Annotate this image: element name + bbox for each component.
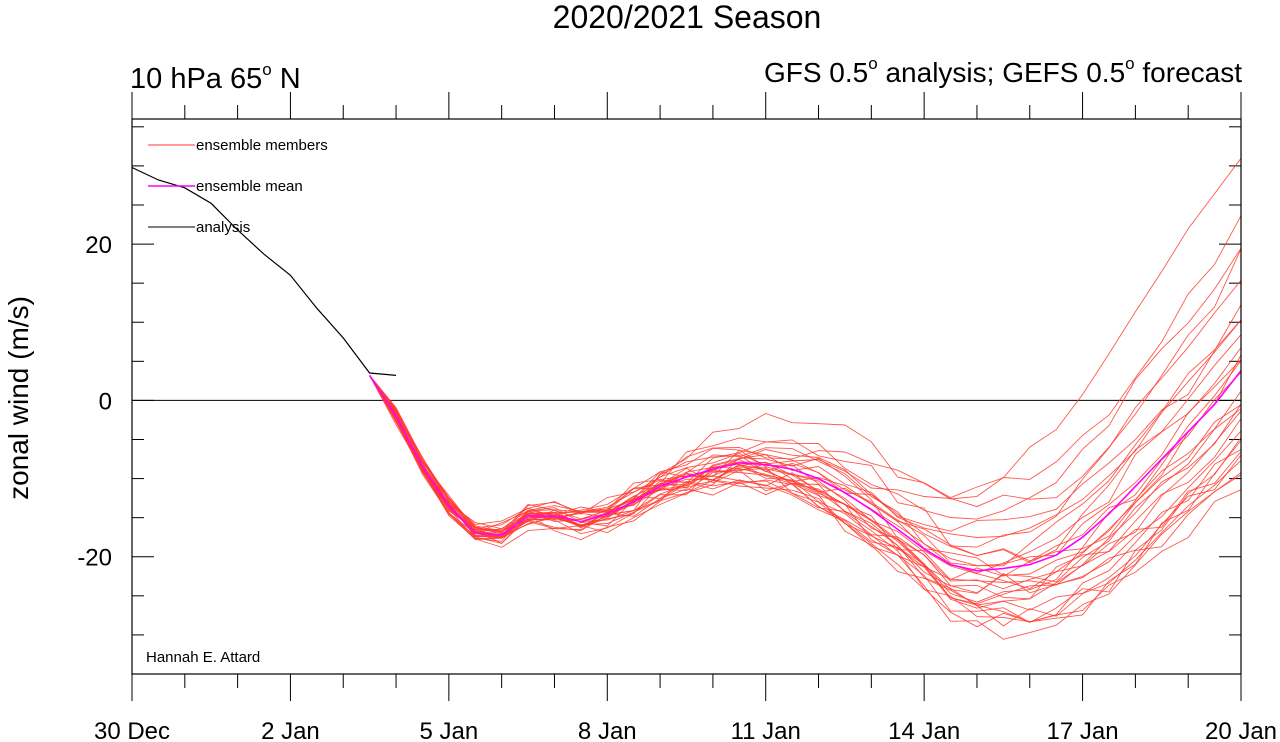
- subtitle-left-degree: o: [262, 60, 271, 79]
- subtitle-right-part-4: forecast: [1135, 57, 1243, 88]
- subtitle-right-part-3: o: [1125, 54, 1134, 73]
- x-tick-label: 2 Jan: [261, 718, 320, 742]
- x-tick-label: 11 Jan: [731, 718, 801, 742]
- ensemble-member-line: [369, 375, 1242, 606]
- ensemble-member-line: [369, 280, 1242, 548]
- subtitle-left: 10 hPa 65o N: [130, 60, 301, 95]
- ensemble-member-line: [369, 375, 1242, 586]
- subtitle-left-tail: N: [272, 63, 301, 95]
- legend-label-mean: ensemble mean: [196, 178, 303, 195]
- x-tick-label: 5 Jan: [419, 718, 478, 742]
- ensemble-member-line: [369, 375, 1242, 605]
- subtitle-left-text: 10 hPa 65: [130, 63, 262, 95]
- ensemble-member-line: [369, 375, 1242, 623]
- legend: ensemble members ensemble mean analysis: [148, 137, 328, 236]
- ensemble-member-line: [369, 375, 1242, 627]
- analysis-series: [131, 166, 397, 376]
- ensemble-member-line: [369, 359, 1242, 567]
- x-tick-label: 30 Dec: [94, 718, 170, 742]
- ensemble-mean-series: [368, 370, 1242, 572]
- subtitle-right: GFS 0.5o analysis; GEFS 0.5o forecast: [764, 54, 1242, 88]
- credit-text: Hannah E. Attard: [146, 649, 260, 666]
- y-tick-label: -20: [77, 545, 112, 572]
- y-tick-label: 20: [85, 232, 112, 259]
- plot-frame: [131, 118, 1242, 675]
- subtitle-right-part-0: GFS 0.5: [764, 57, 868, 88]
- subtitle-right-part-2: analysis; GEFS 0.5: [878, 57, 1125, 88]
- analysis-line: [131, 166, 397, 376]
- x-tick-label: 14 Jan: [888, 718, 960, 742]
- legend-label-members: ensemble members: [196, 137, 328, 154]
- subtitle-right-part-1: o: [868, 54, 877, 73]
- y-tick-labels: -20 0 20: [77, 232, 112, 572]
- x-tick-label: 8 Jan: [578, 718, 637, 742]
- ensemble-member-line: [369, 375, 1242, 600]
- ensemble-member-line: [369, 304, 1242, 541]
- bottom-axis-ticks: [131, 674, 1242, 701]
- x-tick-label: 17 Jan: [1047, 718, 1119, 742]
- y-axis-label: zonal wind (m/s): [3, 296, 34, 500]
- legend-label-analysis: analysis: [196, 219, 250, 236]
- ensemble-members: [369, 158, 1242, 640]
- ensemble-member-line: [369, 375, 1242, 611]
- x-tick-label: 20 Jan: [1205, 718, 1277, 742]
- ensemble-member-line: [369, 319, 1242, 538]
- top-axis-ticks: [131, 92, 1242, 119]
- chart-title: 2020/2021 Season: [553, 0, 822, 35]
- x-tick-labels: 30 Dec 2 Jan 5 Jan 8 Jan 11 Jan 14 Jan 17 Jan 2…: [94, 718, 1277, 742]
- ensemble-mean-line: [368, 370, 1242, 572]
- ensemble-member-line: [369, 372, 1242, 603]
- y-tick-label: 0: [99, 388, 112, 415]
- ensemble-member-line: [369, 248, 1242, 537]
- ensemble-member-line: [369, 247, 1242, 537]
